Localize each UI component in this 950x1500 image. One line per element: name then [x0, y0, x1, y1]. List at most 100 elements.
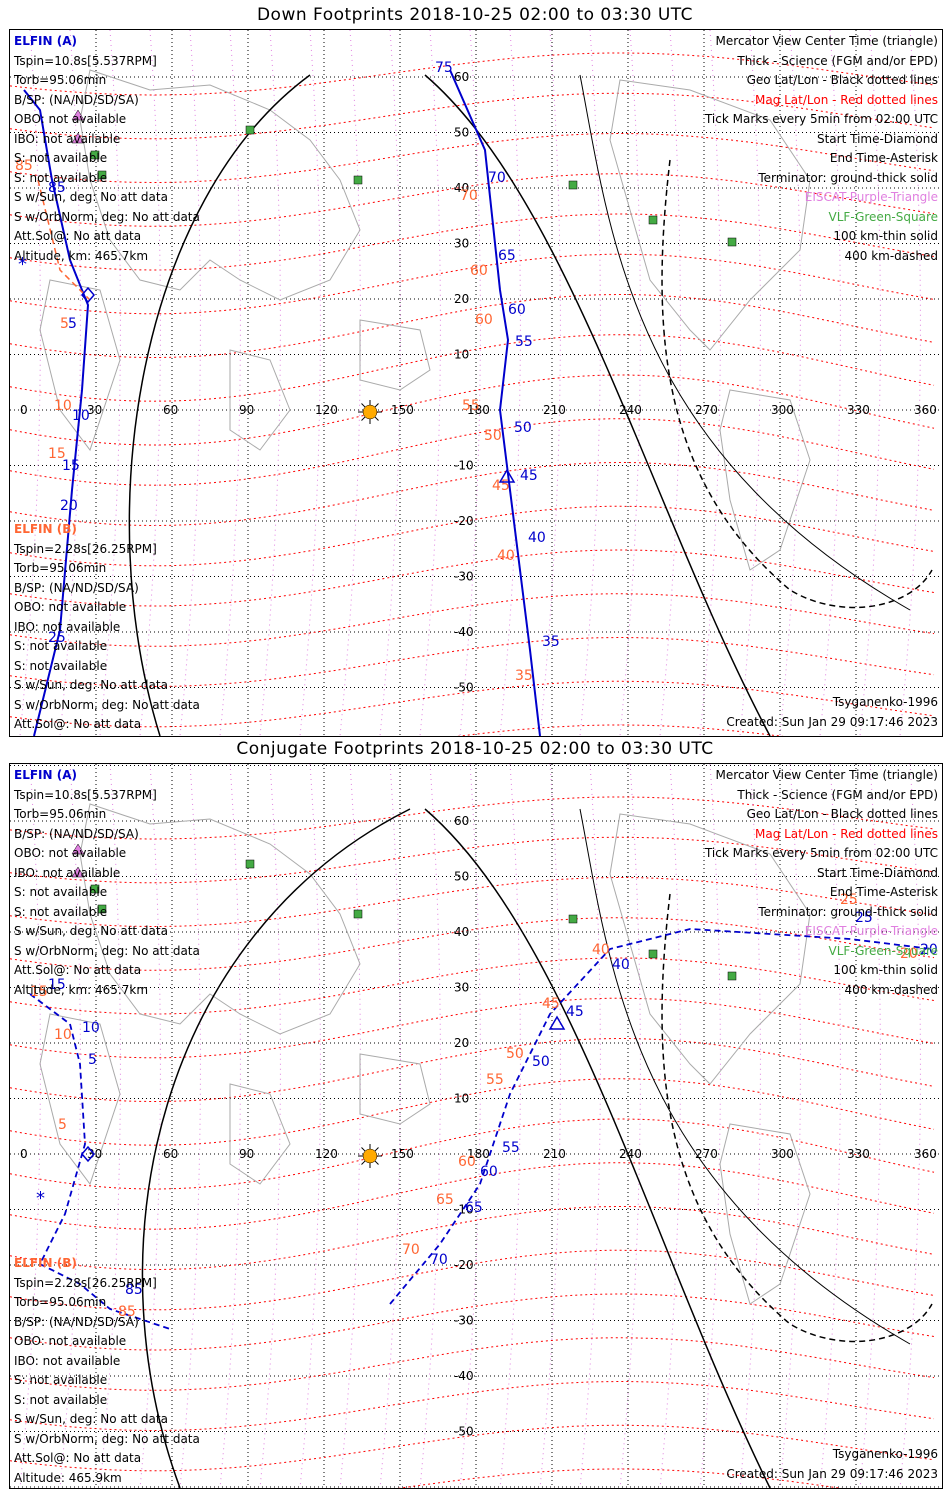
lon-tick-label: 360	[914, 403, 937, 417]
elfin-b-time-label: 45	[542, 996, 560, 1012]
eiscat-triangle	[71, 866, 85, 878]
elfin-b-time-label: 15	[48, 446, 66, 462]
info-line: S: not available	[14, 170, 108, 185]
lon-tick-label: 240	[619, 1147, 642, 1161]
lat-tick-label: 10	[454, 1092, 469, 1106]
mag-lon-line	[539, 30, 561, 736]
footer-line: Created: Sun Jan 29 09:17:46 2023	[726, 1466, 938, 1481]
vlf-square	[568, 914, 578, 924]
vlf-square	[97, 904, 107, 914]
elfin-b-time-label: 65	[436, 1192, 454, 1208]
panel-1-title: Down Footprints 2018-10-25 02:00 to 03:3…	[256, 5, 694, 25]
info-line: Altitude: 465.9km	[14, 735, 200, 737]
elfin-b-time-label: 5	[60, 316, 69, 332]
mag-lon-line	[99, 30, 121, 736]
elfin-a-time-label: 65	[498, 248, 516, 264]
elfin-b-time-label: 25	[840, 892, 858, 908]
info-line: Att.Sol@: No att data	[14, 229, 142, 243]
mag-lat-line	[10, 1249, 935, 1311]
mag-lon-line	[419, 30, 441, 736]
elfin-b-lines: Tspin=2.28s[26.25RPM] Torb=95.06min B/SP: …	[14, 1274, 200, 1489]
lat-tick-label: -40	[454, 1369, 474, 1383]
mag-lon-line	[699, 30, 721, 736]
info-line: B/SP: (NA/ND/SD/SA)	[14, 1314, 139, 1329]
elfin-b-time-label: 40	[497, 548, 515, 564]
center-triangle	[498, 468, 516, 483]
conjugate-footprints-panel: 0 30 60 90 120 150 180 210 240 270 300 330 360 60 50 40…	[9, 763, 943, 1489]
info-line: Altitude, km: 465.7km	[14, 248, 149, 263]
elfin-a-time-label: 35	[542, 634, 560, 650]
elfin-b-time-label: 70	[460, 188, 478, 204]
mag-lat-line	[10, 334, 935, 402]
elfin-a-time-label: 20	[920, 942, 938, 958]
legend-item: Mag Lat/Lon - Red dotted lines	[754, 826, 938, 841]
mag-lon-line	[19, 30, 41, 736]
lat-tick-label: 40	[454, 925, 469, 939]
coastline	[609, 813, 811, 1085]
info-line: IBO: not available	[14, 131, 121, 146]
footer-line: Created: Sun Jan 29 09:17:46 2023	[726, 714, 938, 729]
mag-lat-line	[10, 957, 935, 1015]
legend-item: Mercator View Center Time (triangle)	[715, 34, 938, 48]
legend: Mercator View Center Time (triangle) Thic…	[705, 32, 938, 266]
mag-lon-line	[779, 30, 801, 736]
elfin-b-label: ELFIN (B)	[14, 522, 77, 536]
mag-lat-line	[10, 1037, 935, 1103]
lon-tick-label: 90	[239, 403, 254, 417]
info-line: S w/Sun, deg: No att data	[14, 1412, 168, 1426]
elfin-a-time-label: 85	[125, 1282, 143, 1298]
legend-item: VLF-Green-Square	[828, 943, 938, 958]
elfin-a-time-label: 20	[60, 498, 78, 514]
lat-tick-label: 30	[454, 981, 469, 995]
mag-lon-line	[859, 30, 881, 736]
info-line: Att.Sol@: No att data	[14, 717, 142, 731]
mag-lat-line	[10, 418, 935, 486]
elfin-b-time-label: 50	[484, 428, 502, 444]
lat-tick-label: -30	[454, 1314, 474, 1328]
eiscat-triangle	[71, 109, 85, 121]
mag-lon-line	[179, 30, 201, 736]
mag-lon-line	[539, 764, 561, 1488]
info-line: OBO: not available	[14, 846, 127, 860]
coastline	[609, 79, 811, 351]
lon-tick-label: 180	[467, 403, 490, 417]
legend-item: Tick Marks every 5min from 02:00 UTC	[704, 112, 938, 126]
legend-item: End Time-Asterisk	[829, 151, 938, 165]
elfin-a-time-label: 15	[48, 977, 66, 993]
elfin-a-lines: Tspin=10.8s[5.537RPM] Torb=95.06min B/SP: …	[14, 786, 200, 1001]
lon-tick-label: 270	[695, 403, 718, 417]
elfin-a-time-label: 45	[566, 1004, 584, 1020]
terminator-ground	[424, 74, 771, 736]
coastline	[719, 389, 811, 571]
mag-lon-line	[579, 764, 601, 1488]
mag-lon-line	[499, 30, 521, 736]
elfin-a-info: ELFIN (A) Tspin=10.8s[5.537RPM] Torb=95.0…	[14, 766, 200, 1000]
elfin-a-lines: Tspin=10.8s[5.537RPM] Torb=95.06min B/SP: …	[14, 52, 200, 267]
info-line: B/SP: (NA/ND/SD/SA)	[14, 580, 139, 595]
mag-lat-line	[10, 593, 935, 647]
legend-item: Mag Lat/Lon - Red dotted lines	[754, 92, 938, 107]
legend-item: 100 km-thin solid	[833, 963, 938, 977]
lat-tick-label: 20	[454, 1036, 469, 1050]
info-line: Torb=95.06min	[14, 73, 107, 87]
elfin-a-time-label: 25	[48, 630, 66, 646]
mag-lon-line	[659, 764, 681, 1488]
elfin-a-time-label: 15	[62, 458, 80, 474]
lat-tick-label: 60	[454, 70, 469, 84]
elfin-b-time-label: 50	[506, 1046, 524, 1062]
legend-item: End Time-Asterisk	[829, 885, 938, 899]
end-asterisk: *	[36, 1188, 45, 1209]
lon-tick-label: 60	[163, 403, 178, 417]
lon-tick-label: 210	[543, 1147, 566, 1161]
coastline	[359, 319, 431, 391]
sun-icon	[358, 400, 382, 424]
elfin-b-time-label: 55	[486, 1072, 504, 1088]
legend-item: Thick - Science (FGM and/or EPD)	[737, 53, 938, 68]
elfin-a-time-label: 65	[465, 1200, 483, 1216]
legend-item: Geo Lat/Lon - Black dotted lines	[746, 73, 938, 87]
elfin-a-time-label: 5	[88, 1052, 97, 1068]
coastline	[79, 69, 361, 301]
info-line: S: not available	[14, 658, 108, 673]
mag-lon-line	[619, 764, 641, 1488]
elfin-b-info: ELFIN (B) Tspin=2.28s[26.25RPM] Torb=95.0…	[14, 520, 200, 737]
